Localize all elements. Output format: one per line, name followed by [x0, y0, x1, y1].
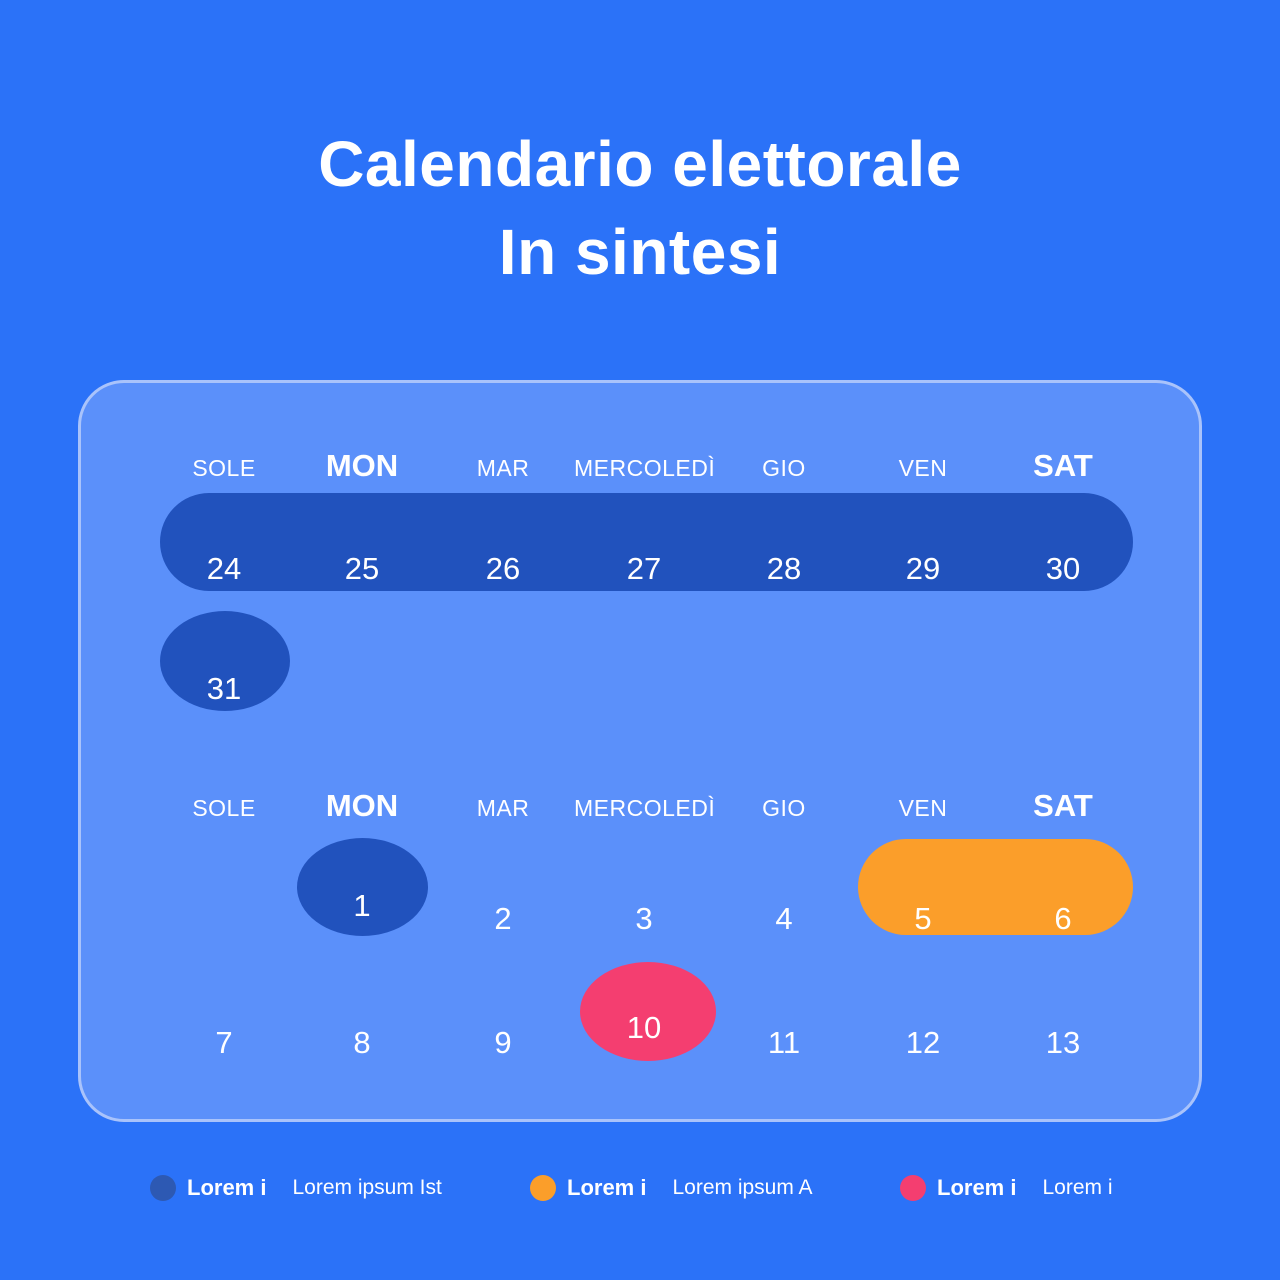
highlight-pill-week-24-30: [160, 493, 1133, 591]
highlight-ellipse-10: [580, 962, 716, 1061]
calendar-day-31: 31: [206, 671, 242, 706]
calendar-day-30: 30: [1045, 551, 1081, 586]
calendar-day-12: 12: [905, 1025, 941, 1060]
calendar-card: SOLE MON MAR MERCOLEDÌ GIO VEN SAT 24 25…: [78, 380, 1202, 1122]
legend-description: Lorem ipsum Ist: [292, 1176, 442, 1199]
page-title-line1: Calendario elettorale: [318, 128, 962, 200]
day-header-mercoledi: MERCOLEDÌ: [574, 455, 716, 481]
calendar-day-24: 24: [206, 551, 242, 586]
day-header-mar: MAR: [476, 455, 530, 481]
day-header-sat: SAT: [1033, 788, 1093, 823]
calendar-day-13: 13: [1045, 1025, 1081, 1060]
highlight-pill-5-6: [858, 839, 1133, 935]
page-title-line2: In sintesi: [498, 216, 782, 288]
day-header-ven: VEN: [898, 795, 948, 821]
page-title: Calendario elettorale In sintesi: [0, 120, 1280, 296]
legend-label: Lorem i: [937, 1175, 1017, 1200]
day-header-sole: SOLE: [192, 455, 256, 481]
day-header-gio: GIO: [762, 455, 806, 481]
day-header-gio: GIO: [762, 795, 806, 821]
highlight-ellipse-1: [297, 838, 428, 936]
calendar-day-26: 26: [485, 551, 521, 586]
calendar-day-10: 10: [626, 1010, 662, 1045]
calendar-day-29: 29: [905, 551, 941, 586]
legend-dot-orange-icon: [530, 1175, 556, 1201]
day-header-sat: SAT: [1033, 448, 1093, 483]
legend-description: Lorem i: [1042, 1176, 1113, 1199]
calendar-day-28: 28: [766, 551, 802, 586]
calendar-day-6: 6: [1054, 901, 1072, 936]
day-header-mercoledi: MERCOLEDÌ: [574, 795, 716, 821]
calendar-day-1: 1: [353, 888, 371, 923]
calendar-day-2: 2: [494, 901, 512, 936]
legend-dot-blue-icon: [150, 1175, 176, 1201]
calendar-day-4: 4: [775, 901, 793, 936]
highlight-ellipse-31: [160, 611, 290, 711]
calendar-day-11: 11: [767, 1025, 801, 1060]
calendar-day-8: 8: [353, 1025, 371, 1060]
calendar-day-3: 3: [635, 901, 653, 936]
day-header-mar: MAR: [476, 795, 530, 821]
legend-label: Lorem i: [567, 1175, 647, 1200]
calendar-day-5: 5: [914, 901, 932, 936]
day-header-mon: MON: [325, 448, 399, 483]
day-header-ven: VEN: [898, 455, 948, 481]
day-header-mon: MON: [325, 788, 399, 823]
legend-dot-pink-icon: [900, 1175, 926, 1201]
legend-label: Lorem i: [187, 1175, 267, 1200]
calendar-day-9: 9: [494, 1025, 512, 1060]
calendar-day-7: 7: [215, 1025, 233, 1060]
day-header-sole: SOLE: [192, 795, 256, 821]
legend-description: Lorem ipsum A: [672, 1176, 813, 1199]
calendar-day-25: 25: [344, 551, 380, 586]
legend-item-blue: Lorem i Lorem ipsum Ist: [150, 1174, 442, 1202]
calendar-day-27: 27: [626, 551, 662, 586]
legend-item-pink: Lorem i Lorem i: [900, 1174, 1113, 1202]
legend-item-orange: Lorem i Lorem ipsum A: [530, 1174, 813, 1202]
